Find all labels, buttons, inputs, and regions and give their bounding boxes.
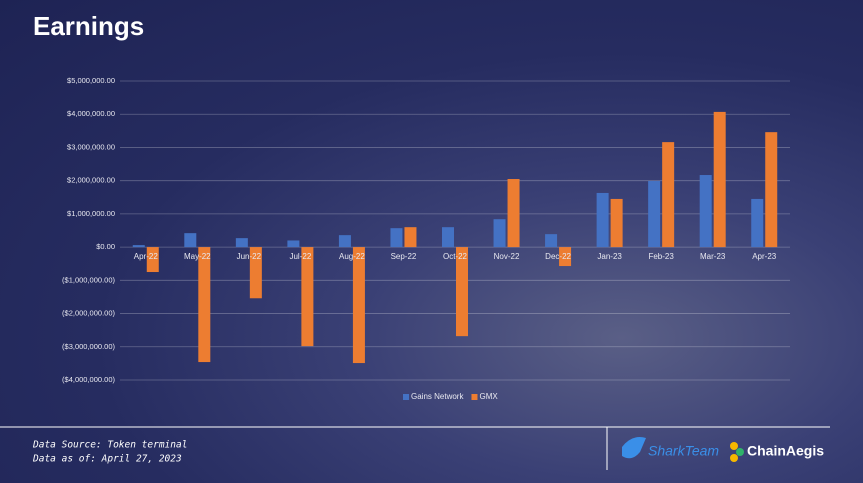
y-tick-label: $0.00 [96, 242, 115, 251]
x-tick-label: Apr-22 [134, 252, 159, 261]
y-tick-label: $5,000,000.00 [67, 76, 115, 85]
x-tick-label: Jun-22 [237, 252, 262, 261]
bar [699, 175, 712, 248]
bar [146, 247, 159, 273]
chainaegis-icon [730, 442, 744, 462]
x-tick-label: Aug-22 [339, 252, 365, 261]
x-tick-label: Nov-22 [494, 252, 520, 261]
y-tick-label: $2,000,000.00 [67, 176, 115, 185]
chart-title: Earnings [33, 11, 144, 41]
bar [559, 247, 572, 267]
bar [456, 247, 468, 337]
x-tick-label: Sep-22 [391, 252, 417, 261]
logo-text: SharkTeam [648, 443, 719, 459]
logo-text: ChainAegis [747, 443, 824, 459]
bar [545, 234, 558, 248]
x-tick-label: Jul-22 [289, 252, 311, 261]
data-source: Data Source: Token terminal [32, 440, 187, 451]
bar [390, 228, 403, 248]
sharkteam-icon [622, 437, 646, 459]
bar [404, 227, 417, 248]
y-tick-label: $3,000,000.00 [67, 142, 115, 151]
bar [287, 240, 300, 248]
bar [713, 111, 726, 248]
x-tick-label: Dec-22 [545, 252, 571, 261]
legend-label: GMX [479, 392, 498, 401]
bar [507, 179, 520, 248]
bar [751, 198, 764, 248]
bar [184, 233, 197, 248]
bar [765, 132, 778, 248]
bar [352, 247, 365, 364]
y-tick-label: ($2,000,000.00) [62, 309, 115, 318]
bar [610, 198, 623, 248]
y-tick-label: ($3,000,000.00) [62, 342, 115, 351]
y-tick-label: $4,000,000.00 [67, 109, 115, 118]
bar [442, 227, 454, 248]
x-tick-label: Oct-22 [443, 252, 468, 261]
bar [648, 180, 661, 248]
bar [132, 245, 145, 248]
x-tick-label: Feb-23 [648, 252, 674, 261]
bar [596, 192, 609, 248]
bar [301, 247, 314, 347]
x-tick-label: Jan-23 [597, 252, 622, 261]
bar [249, 247, 262, 299]
legend-swatch [471, 394, 478, 400]
bar [662, 142, 675, 248]
bar [198, 247, 211, 363]
legend-label: Gains Network [411, 392, 464, 401]
x-tick-label: May-22 [184, 252, 211, 261]
x-tick-label: Apr-23 [752, 252, 777, 261]
y-tick-label: ($1,000,000.00) [62, 275, 115, 284]
legend-swatch [403, 394, 409, 400]
y-tick-label: $1,000,000.00 [67, 209, 115, 218]
bar [235, 238, 248, 248]
bar [338, 235, 351, 248]
y-tick-label: ($4,000,000.00) [62, 375, 115, 384]
data-date: Data as of: April 27, 2023 [32, 454, 182, 465]
bar [493, 219, 506, 248]
x-tick-label: Mar-23 [700, 252, 726, 261]
